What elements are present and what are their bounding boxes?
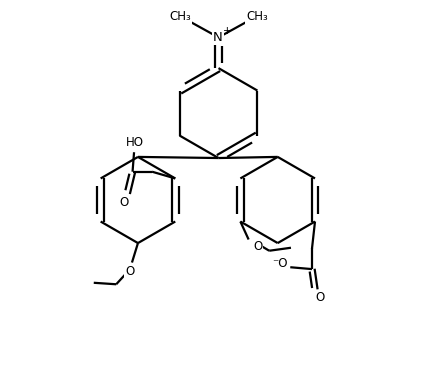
Text: O: O [316, 291, 325, 305]
Text: O: O [253, 240, 262, 253]
Text: O: O [119, 196, 128, 209]
Text: ⁻O: ⁻O [272, 257, 288, 270]
Text: HO: HO [126, 136, 144, 149]
Text: O: O [125, 265, 134, 278]
Text: +: + [223, 26, 232, 36]
Text: CH₃: CH₃ [246, 10, 268, 23]
Text: CH₃: CH₃ [169, 10, 191, 23]
Text: N: N [213, 31, 222, 44]
